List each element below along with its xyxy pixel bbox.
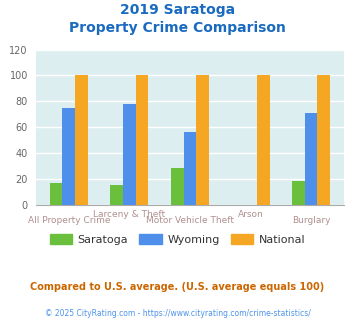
Bar — [171, 168, 184, 205]
Text: Motor Vehicle Theft: Motor Vehicle Theft — [146, 216, 234, 225]
Bar — [110, 185, 123, 205]
Bar — [305, 113, 317, 205]
Bar — [317, 75, 330, 205]
Text: © 2025 CityRating.com - https://www.cityrating.com/crime-statistics/: © 2025 CityRating.com - https://www.city… — [45, 309, 310, 317]
Text: Compared to U.S. average. (U.S. average equals 100): Compared to U.S. average. (U.S. average … — [31, 282, 324, 292]
Bar — [50, 182, 62, 205]
Text: Larceny & Theft: Larceny & Theft — [93, 210, 165, 218]
Text: Property Crime Comparison: Property Crime Comparison — [69, 21, 286, 35]
Bar — [62, 108, 75, 205]
Bar — [184, 132, 196, 205]
Bar — [257, 75, 269, 205]
Bar — [292, 181, 305, 205]
Legend: Saratoga, Wyoming, National: Saratoga, Wyoming, National — [45, 230, 310, 249]
Text: Burglary: Burglary — [292, 216, 330, 225]
Bar — [136, 75, 148, 205]
Bar — [196, 75, 209, 205]
Text: 2019 Saratoga: 2019 Saratoga — [120, 3, 235, 17]
Text: Arson: Arson — [237, 210, 263, 218]
Bar — [75, 75, 88, 205]
Bar — [123, 104, 136, 205]
Text: All Property Crime: All Property Crime — [28, 216, 110, 225]
